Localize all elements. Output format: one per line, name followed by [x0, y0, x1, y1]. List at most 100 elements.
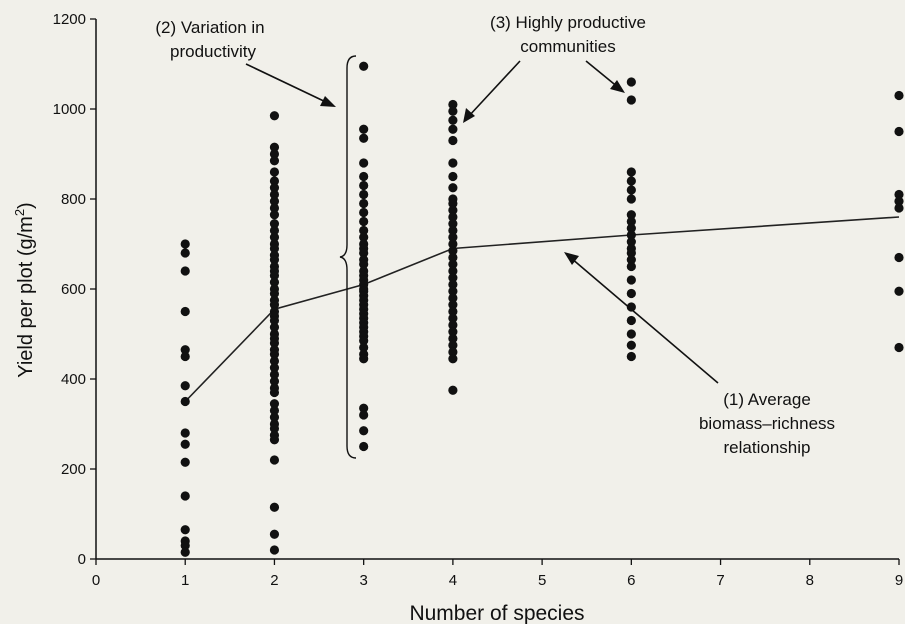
data-point	[448, 158, 457, 167]
data-point	[181, 491, 190, 500]
data-point	[181, 352, 190, 361]
data-point	[359, 410, 368, 419]
x-axis-label: Number of species	[409, 602, 584, 624]
data-point	[627, 95, 636, 104]
y-tick-label: 800	[61, 191, 86, 208]
data-point	[627, 185, 636, 194]
annotation-productive-line1: (3) Highly productive	[490, 13, 646, 32]
data-point	[448, 107, 457, 116]
data-point	[627, 352, 636, 361]
data-point	[359, 181, 368, 190]
data-point	[270, 388, 279, 397]
data-point	[627, 341, 636, 350]
annotation-variation-arrow	[246, 64, 330, 104]
data-point	[270, 167, 279, 176]
data-point	[894, 287, 903, 296]
data-point	[359, 217, 368, 226]
data-point	[181, 458, 190, 467]
variation-bracket	[340, 56, 356, 458]
x-tick-label: 8	[806, 572, 814, 589]
data-point	[627, 176, 636, 185]
y-axis-label-superscript: 2	[12, 209, 27, 216]
data-point	[359, 426, 368, 435]
annotation-productive: (3) Highly productive communities	[463, 13, 646, 123]
data-point	[627, 262, 636, 271]
data-point	[270, 455, 279, 464]
data-point	[359, 442, 368, 451]
data-point	[359, 354, 368, 363]
data-point	[270, 111, 279, 120]
y-tick-label: 1000	[53, 101, 86, 118]
data-point	[181, 239, 190, 248]
data-point	[448, 136, 457, 145]
data-point	[359, 158, 368, 167]
data-point	[448, 354, 457, 363]
tick-labels: 0 1 2 3 4 5 6 7 8 9 0 200 400 600 800 1000 1200	[53, 11, 904, 589]
annotation-variation-line2: productivity	[170, 42, 256, 61]
x-tick-label: 2	[270, 572, 278, 589]
data-point	[359, 172, 368, 181]
data-point	[627, 289, 636, 298]
data-point	[894, 203, 903, 212]
data-point	[894, 91, 903, 100]
data-point	[181, 428, 190, 437]
x-tick-label: 6	[627, 572, 635, 589]
data-point	[359, 190, 368, 199]
y-tick-label: 1200	[53, 11, 86, 28]
data-point	[181, 397, 190, 406]
annotation-average-line2: biomass–richness	[699, 414, 835, 433]
data-point	[181, 548, 190, 557]
data-point	[448, 116, 457, 125]
annotation-average-line1: (1) Average	[723, 390, 811, 409]
annotation-productive-arrow-left	[468, 61, 520, 117]
annotation-average-arrow	[571, 258, 718, 383]
data-point	[627, 194, 636, 203]
data-point	[448, 172, 457, 181]
axes	[90, 19, 899, 565]
data-point	[894, 253, 903, 262]
data-point	[627, 316, 636, 325]
data-point	[181, 266, 190, 275]
annotation-productive-line2: communities	[520, 37, 615, 56]
annotation-average: (1) Average biomass–richness relationshi…	[564, 252, 835, 457]
data-point	[270, 530, 279, 539]
data-points	[181, 62, 904, 557]
x-tick-label: 3	[359, 572, 367, 589]
data-point	[894, 343, 903, 352]
data-point	[448, 183, 457, 192]
data-point	[627, 329, 636, 338]
data-point	[359, 134, 368, 143]
x-tick-label: 4	[449, 572, 457, 589]
data-point	[448, 386, 457, 395]
data-point	[627, 77, 636, 86]
data-point	[627, 167, 636, 176]
data-point	[894, 127, 903, 136]
y-tick-label: 600	[61, 281, 86, 298]
average-relationship-line	[185, 217, 899, 402]
annotation-variation-arrowhead	[320, 96, 336, 107]
x-tick-label: 7	[716, 572, 724, 589]
data-point	[627, 275, 636, 284]
data-point	[181, 381, 190, 390]
x-tick-label: 0	[92, 572, 100, 589]
data-point	[270, 545, 279, 554]
data-point	[270, 210, 279, 219]
y-axis-label-main: Yield per plot (g/m	[15, 216, 37, 378]
y-tick-label: 0	[78, 551, 86, 568]
data-point	[181, 248, 190, 257]
data-point	[270, 156, 279, 165]
y-tick-label: 200	[61, 461, 86, 478]
data-point	[270, 435, 279, 444]
data-point	[359, 125, 368, 134]
data-point	[359, 62, 368, 71]
annotation-average-line3: relationship	[724, 438, 811, 457]
x-tick-label: 5	[538, 572, 546, 589]
data-point	[181, 440, 190, 449]
x-tick-label: 9	[895, 572, 903, 589]
y-tick-label: 400	[61, 371, 86, 388]
data-point	[448, 125, 457, 134]
annotation-variation-line1: (2) Variation in	[155, 18, 264, 37]
x-tick-label: 1	[181, 572, 189, 589]
data-point	[181, 307, 190, 316]
